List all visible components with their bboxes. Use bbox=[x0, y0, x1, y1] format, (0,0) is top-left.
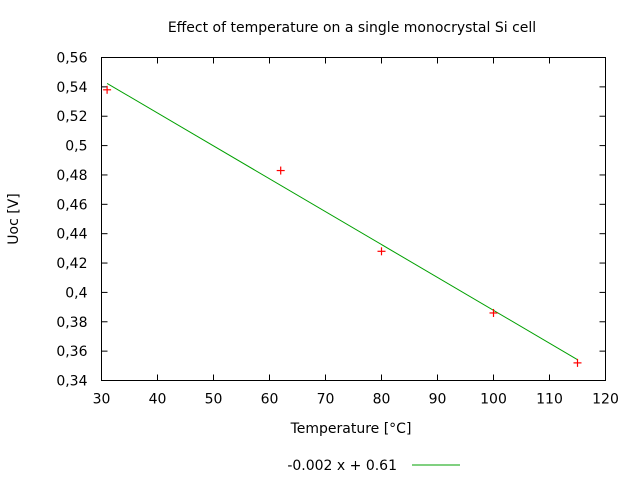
y-tick-label: 0,5 bbox=[65, 139, 87, 155]
y-tick-label: 0,46 bbox=[56, 197, 87, 213]
x-axis-label: Temperature [°C] bbox=[290, 421, 412, 437]
x-tick-label: 100 bbox=[480, 392, 507, 408]
x-tick-label: 60 bbox=[261, 392, 279, 408]
data-point bbox=[276, 166, 285, 175]
y-tick-label: 0,56 bbox=[56, 51, 87, 67]
y-tick-label: 0,54 bbox=[56, 80, 87, 96]
y-tick-label: 0,34 bbox=[56, 374, 87, 390]
data-point bbox=[573, 358, 582, 367]
y-tick-label: 0,38 bbox=[56, 315, 87, 331]
legend: -0.002 x + 0.61 bbox=[287, 458, 460, 474]
x-tick-label: 50 bbox=[205, 392, 223, 408]
y-tick-label: 0,52 bbox=[56, 109, 87, 125]
x-tick-label: 40 bbox=[149, 392, 167, 408]
chart-title: Effect of temperature on a single monocr… bbox=[168, 20, 536, 36]
data-point bbox=[377, 247, 386, 256]
y-tick-label: 0,48 bbox=[56, 168, 87, 184]
x-tick-label: 30 bbox=[93, 392, 111, 408]
x-tick-label: 70 bbox=[317, 392, 335, 408]
x-tick-label: 110 bbox=[536, 392, 563, 408]
y-tick-label: 0,36 bbox=[56, 344, 87, 360]
plot-frame bbox=[101, 57, 606, 381]
y-axis-label: Uoc [V] bbox=[6, 193, 22, 244]
fit-line bbox=[106, 82, 578, 361]
y-tick-label: 0,4 bbox=[65, 285, 87, 301]
y-tick-label: 0,42 bbox=[56, 256, 87, 272]
legend-label: -0.002 x + 0.61 bbox=[287, 458, 397, 474]
x-tick-label: 80 bbox=[373, 392, 391, 408]
data-point bbox=[103, 85, 112, 94]
x-tick-label: 120 bbox=[592, 392, 619, 408]
x-tick-label: 90 bbox=[429, 392, 447, 408]
data-point bbox=[489, 308, 498, 317]
y-tick-label: 0,44 bbox=[56, 227, 87, 243]
